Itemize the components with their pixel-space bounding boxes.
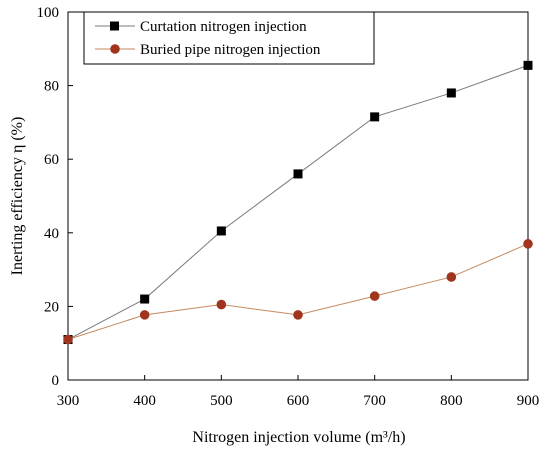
legend-label-1: Buried pipe nitrogen injection	[140, 42, 321, 58]
y-tick-label-1: 20	[44, 299, 59, 315]
series-1-point-0	[63, 334, 73, 345]
plot-frame	[67, 11, 529, 381]
series-line-1	[67, 243, 529, 340]
series-0-point-4	[370, 112, 380, 122]
y-tick-label-0: 0	[52, 373, 60, 389]
legend-label-0: Curtation nitrogen injection	[140, 19, 307, 35]
y-tick-label-4: 80	[44, 79, 59, 95]
series-0-point-6	[523, 60, 533, 70]
legend-box	[83, 11, 375, 65]
series-1-point-6	[523, 239, 533, 249]
series-0-point-5	[446, 88, 456, 98]
x-axis-title: Nitrogen injection volume (m³/h)	[192, 429, 405, 446]
series-0-point-1	[140, 294, 150, 304]
series-0-point-2	[216, 226, 226, 236]
y-axis-title: Inerting efficiency η (%)	[9, 117, 26, 276]
series-1-point-5	[446, 272, 457, 282]
series-line-0	[67, 64, 529, 340]
y-tick-label-5: 100	[37, 5, 60, 21]
x-tick-label-6: 900	[517, 393, 540, 409]
series-1-point-3	[293, 310, 303, 320]
x-tick-label-5: 800	[440, 393, 463, 409]
x-tick-label-0: 300	[57, 393, 80, 409]
series-1-point-2	[216, 299, 227, 310]
x-tick-label-2: 500	[210, 393, 233, 409]
x-tick-label-4: 700	[363, 393, 386, 409]
legend: Curtation nitrogen injection Buried pipe…	[83, 11, 375, 65]
series-0-point-3	[293, 169, 303, 179]
x-tick-label-3: 600	[287, 393, 310, 409]
series-1-point-4	[369, 291, 380, 301]
series-1-point-1	[139, 310, 150, 320]
plot-area: 300 400 500 600 700 800 900 0 20 40 60 80 100	[37, 5, 540, 409]
y-tick-label-2: 40	[44, 226, 59, 242]
x-tick-label-1: 400	[133, 393, 156, 409]
legend-marker-0	[110, 21, 119, 31]
y-tick-label-3: 60	[44, 152, 59, 168]
legend-marker-1	[110, 44, 120, 54]
